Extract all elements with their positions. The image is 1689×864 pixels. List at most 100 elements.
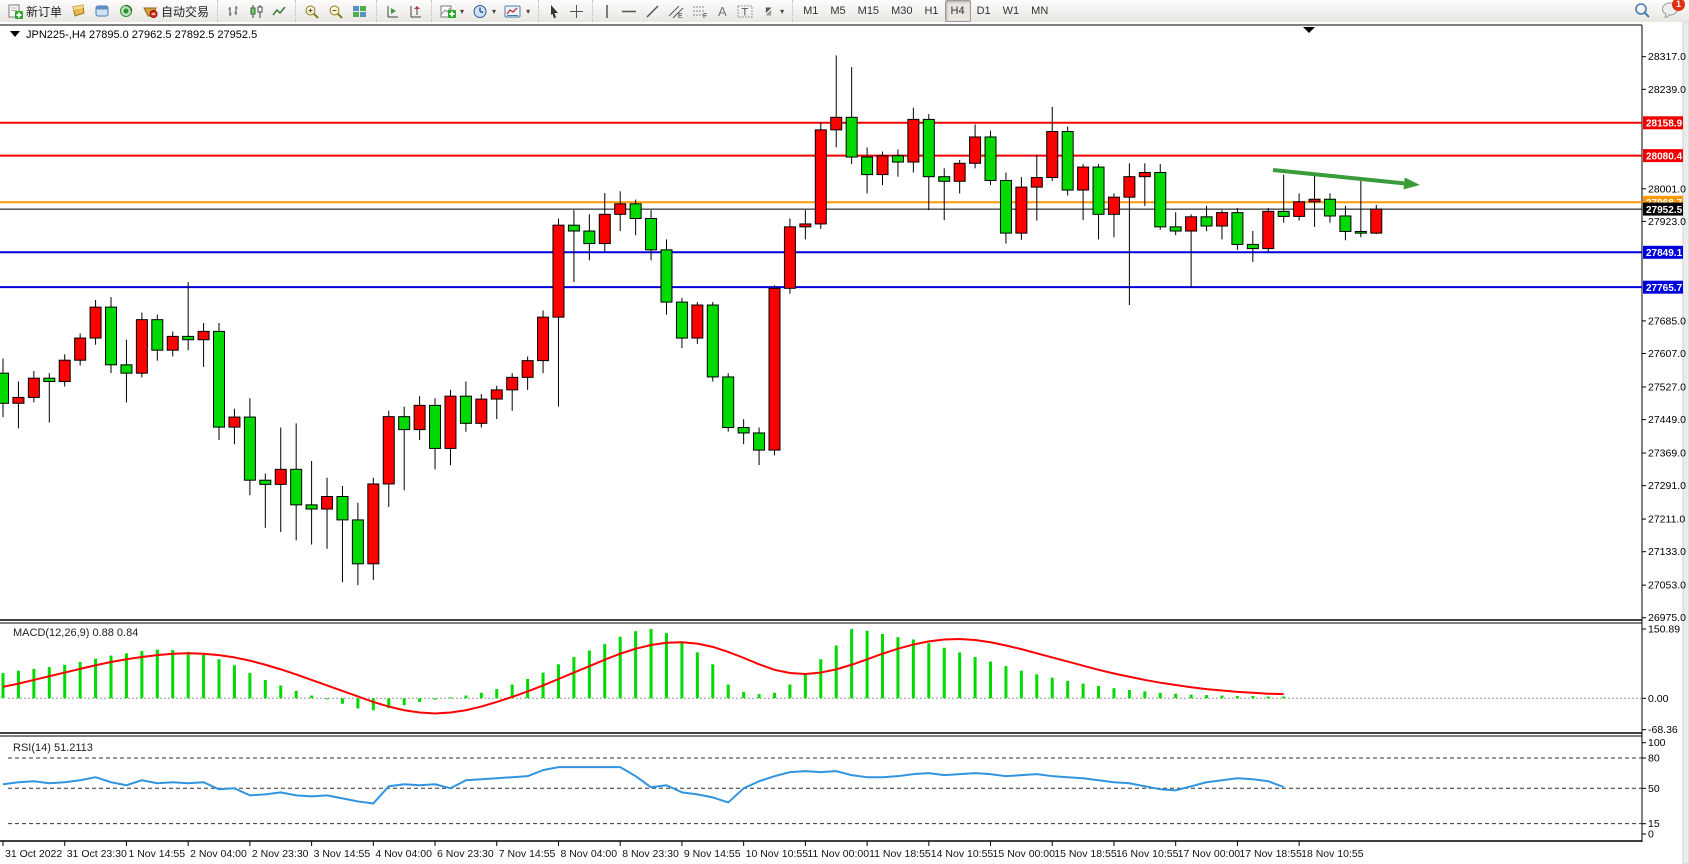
svg-text:27369.0: 27369.0 (1648, 448, 1686, 460)
chart-canvas[interactable]: 28317.0 28239.0 28001.0 27923.0 27685.0 27607… (0, 22, 1689, 864)
svg-text:0.00: 0.00 (1648, 693, 1669, 705)
svg-text:28158.9: 28158.9 (1646, 119, 1683, 130)
line-chart-button[interactable] (268, 0, 291, 22)
bar-chart-button[interactable] (222, 0, 245, 22)
svg-text:50: 50 (1648, 783, 1660, 795)
rsi-label: RSI(14) 51.2113 (13, 742, 93, 754)
vertical-line-icon (601, 4, 613, 19)
cursor-button[interactable] (543, 0, 565, 22)
svg-text:28239.0: 28239.0 (1648, 84, 1686, 96)
periods-dropdown-icon: ▾ (492, 6, 497, 16)
svg-text:27765.7: 27765.7 (1646, 283, 1683, 294)
tile-windows-button[interactable] (348, 0, 372, 22)
scrollbar-strip[interactable] (1682, 22, 1689, 864)
svg-text:27053.0: 27053.0 (1648, 580, 1686, 592)
svg-text:A: A (718, 4, 727, 19)
text-button[interactable]: A (712, 0, 733, 22)
crosshair-button[interactable] (565, 0, 588, 22)
chart-title: JPN225-,H4 27895.0 27962.5 27892.5 27952… (26, 29, 257, 41)
new-order-label: 新订单 (26, 4, 63, 19)
arrows-icon (761, 4, 776, 19)
svg-text:14 Nov 10:55: 14 Nov 10:55 (931, 848, 994, 860)
svg-text:27291.0: 27291.0 (1648, 480, 1686, 492)
svg-text:-68.36: -68.36 (1648, 724, 1678, 736)
timeframe-m1[interactable]: M1 (803, 5, 819, 17)
svg-text:9 Nov 14:55: 9 Nov 14:55 (684, 848, 741, 860)
svg-text:27849.1: 27849.1 (1646, 248, 1683, 259)
indicators-icon (440, 4, 457, 19)
svg-text:15 Nov 18:55: 15 Nov 18:55 (1054, 848, 1117, 860)
svg-text:27211.0: 27211.0 (1648, 514, 1685, 526)
text-label-button[interactable]: T (733, 0, 757, 22)
svg-text:100: 100 (1648, 737, 1666, 749)
zoom-out-button[interactable] (324, 0, 348, 22)
time-axis: 31 Oct 2022 31 Oct 23:30 1 Nov 14:55 2 Nov … (2, 841, 1364, 860)
timeframe-mn[interactable]: MN (1031, 5, 1049, 17)
indicators-button[interactable]: ▾ (436, 0, 468, 22)
zoom-in-button[interactable] (300, 0, 324, 22)
chart-menu-icon[interactable] (10, 31, 20, 37)
timeframe-m15[interactable]: M15 (857, 5, 880, 17)
svg-text:28080.4: 28080.4 (1646, 151, 1683, 162)
equidistant-channel-icon: E (668, 4, 684, 19)
equidistant-channel-button[interactable]: E (664, 0, 688, 22)
svg-text:3 Nov 14:55: 3 Nov 14:55 (314, 848, 371, 860)
new-order-button[interactable]: 新订单 (4, 0, 66, 22)
price-tags: 28158.928080.427968.727849.127765.727952… (1643, 116, 1683, 294)
svg-text:27685.0: 27685.0 (1648, 315, 1686, 327)
zoom-in-icon (304, 4, 320, 19)
objects-dropdown-icon[interactable] (1303, 27, 1315, 33)
fibonacci-button[interactable]: F (688, 0, 712, 22)
timeframe-w1[interactable]: W1 (1002, 5, 1020, 17)
tile-windows-icon (352, 4, 368, 19)
text-icon: A (716, 4, 729, 19)
candlestick-chart-button[interactable] (245, 0, 268, 22)
svg-text:28317.0: 28317.0 (1648, 51, 1686, 63)
timeframe-d1[interactable]: D1 (976, 5, 991, 17)
svg-text:31 Oct 23:30: 31 Oct 23:30 (67, 848, 127, 860)
zoom-out-icon (328, 4, 344, 19)
auto-scroll-button[interactable] (381, 0, 404, 22)
svg-text:15 Nov 00:00: 15 Nov 00:00 (993, 848, 1056, 860)
trendline-button[interactable] (641, 0, 664, 22)
templates-button[interactable]: ▾ (500, 0, 534, 22)
autotrading-button[interactable]: 自动交易 (138, 0, 213, 22)
periods-button[interactable]: ▾ (468, 0, 500, 22)
horizontal-line-icon (621, 4, 637, 19)
svg-text:27527.0: 27527.0 (1648, 381, 1686, 393)
templates-dropdown-icon: ▾ (526, 6, 531, 16)
timeframe-h1[interactable]: H1 (924, 5, 939, 17)
timeframe-h4[interactable]: H4 (944, 0, 971, 22)
arrows-dropdown-icon: ▾ (780, 6, 785, 16)
trendline-icon (645, 4, 660, 19)
timeframe-m5[interactable]: M5 (830, 5, 846, 17)
templates-icon (504, 4, 522, 19)
navigator-button[interactable] (114, 0, 138, 22)
vertical-line-button[interactable] (597, 0, 617, 22)
new-order-icon (8, 4, 23, 19)
price-axis: 28317.0 28239.0 28001.0 27923.0 27685.0 27607… (1642, 51, 1686, 624)
line-chart-icon (272, 4, 287, 19)
timeframe-m30[interactable]: M30 (891, 5, 913, 17)
search-icon[interactable] (1634, 2, 1651, 21)
svg-text:26975.0: 26975.0 (1648, 612, 1686, 624)
svg-text:1 Nov 14:55: 1 Nov 14:55 (128, 848, 185, 860)
svg-text:4 Nov 04:00: 4 Nov 04:00 (375, 848, 432, 860)
svg-text:17 Nov 00:00: 17 Nov 00:00 (1178, 848, 1241, 860)
notifications-button[interactable]: 1 (1661, 0, 1685, 21)
macd-label: MACD(12,26,9) 0.88 0.84 (13, 627, 138, 639)
svg-text:150.89: 150.89 (1648, 623, 1680, 635)
svg-text:11 Nov 18:55: 11 Nov 18:55 (869, 848, 931, 860)
svg-text:11 Nov 00:00: 11 Nov 00:00 (807, 848, 869, 860)
data-window-button[interactable] (90, 0, 114, 22)
horizontal-line-button[interactable] (617, 0, 641, 22)
market-watch-button[interactable] (66, 0, 90, 22)
svg-text:27607.0: 27607.0 (1648, 348, 1686, 360)
arrows-button[interactable]: ▾ (757, 0, 788, 22)
trend-arrow-head[interactable] (1403, 177, 1420, 190)
periods-icon (472, 4, 488, 19)
svg-text:18 Nov 10:55: 18 Nov 10:55 (1301, 848, 1364, 860)
trend-arrow[interactable] (1272, 168, 1405, 186)
chart-shift-button[interactable] (404, 0, 427, 22)
